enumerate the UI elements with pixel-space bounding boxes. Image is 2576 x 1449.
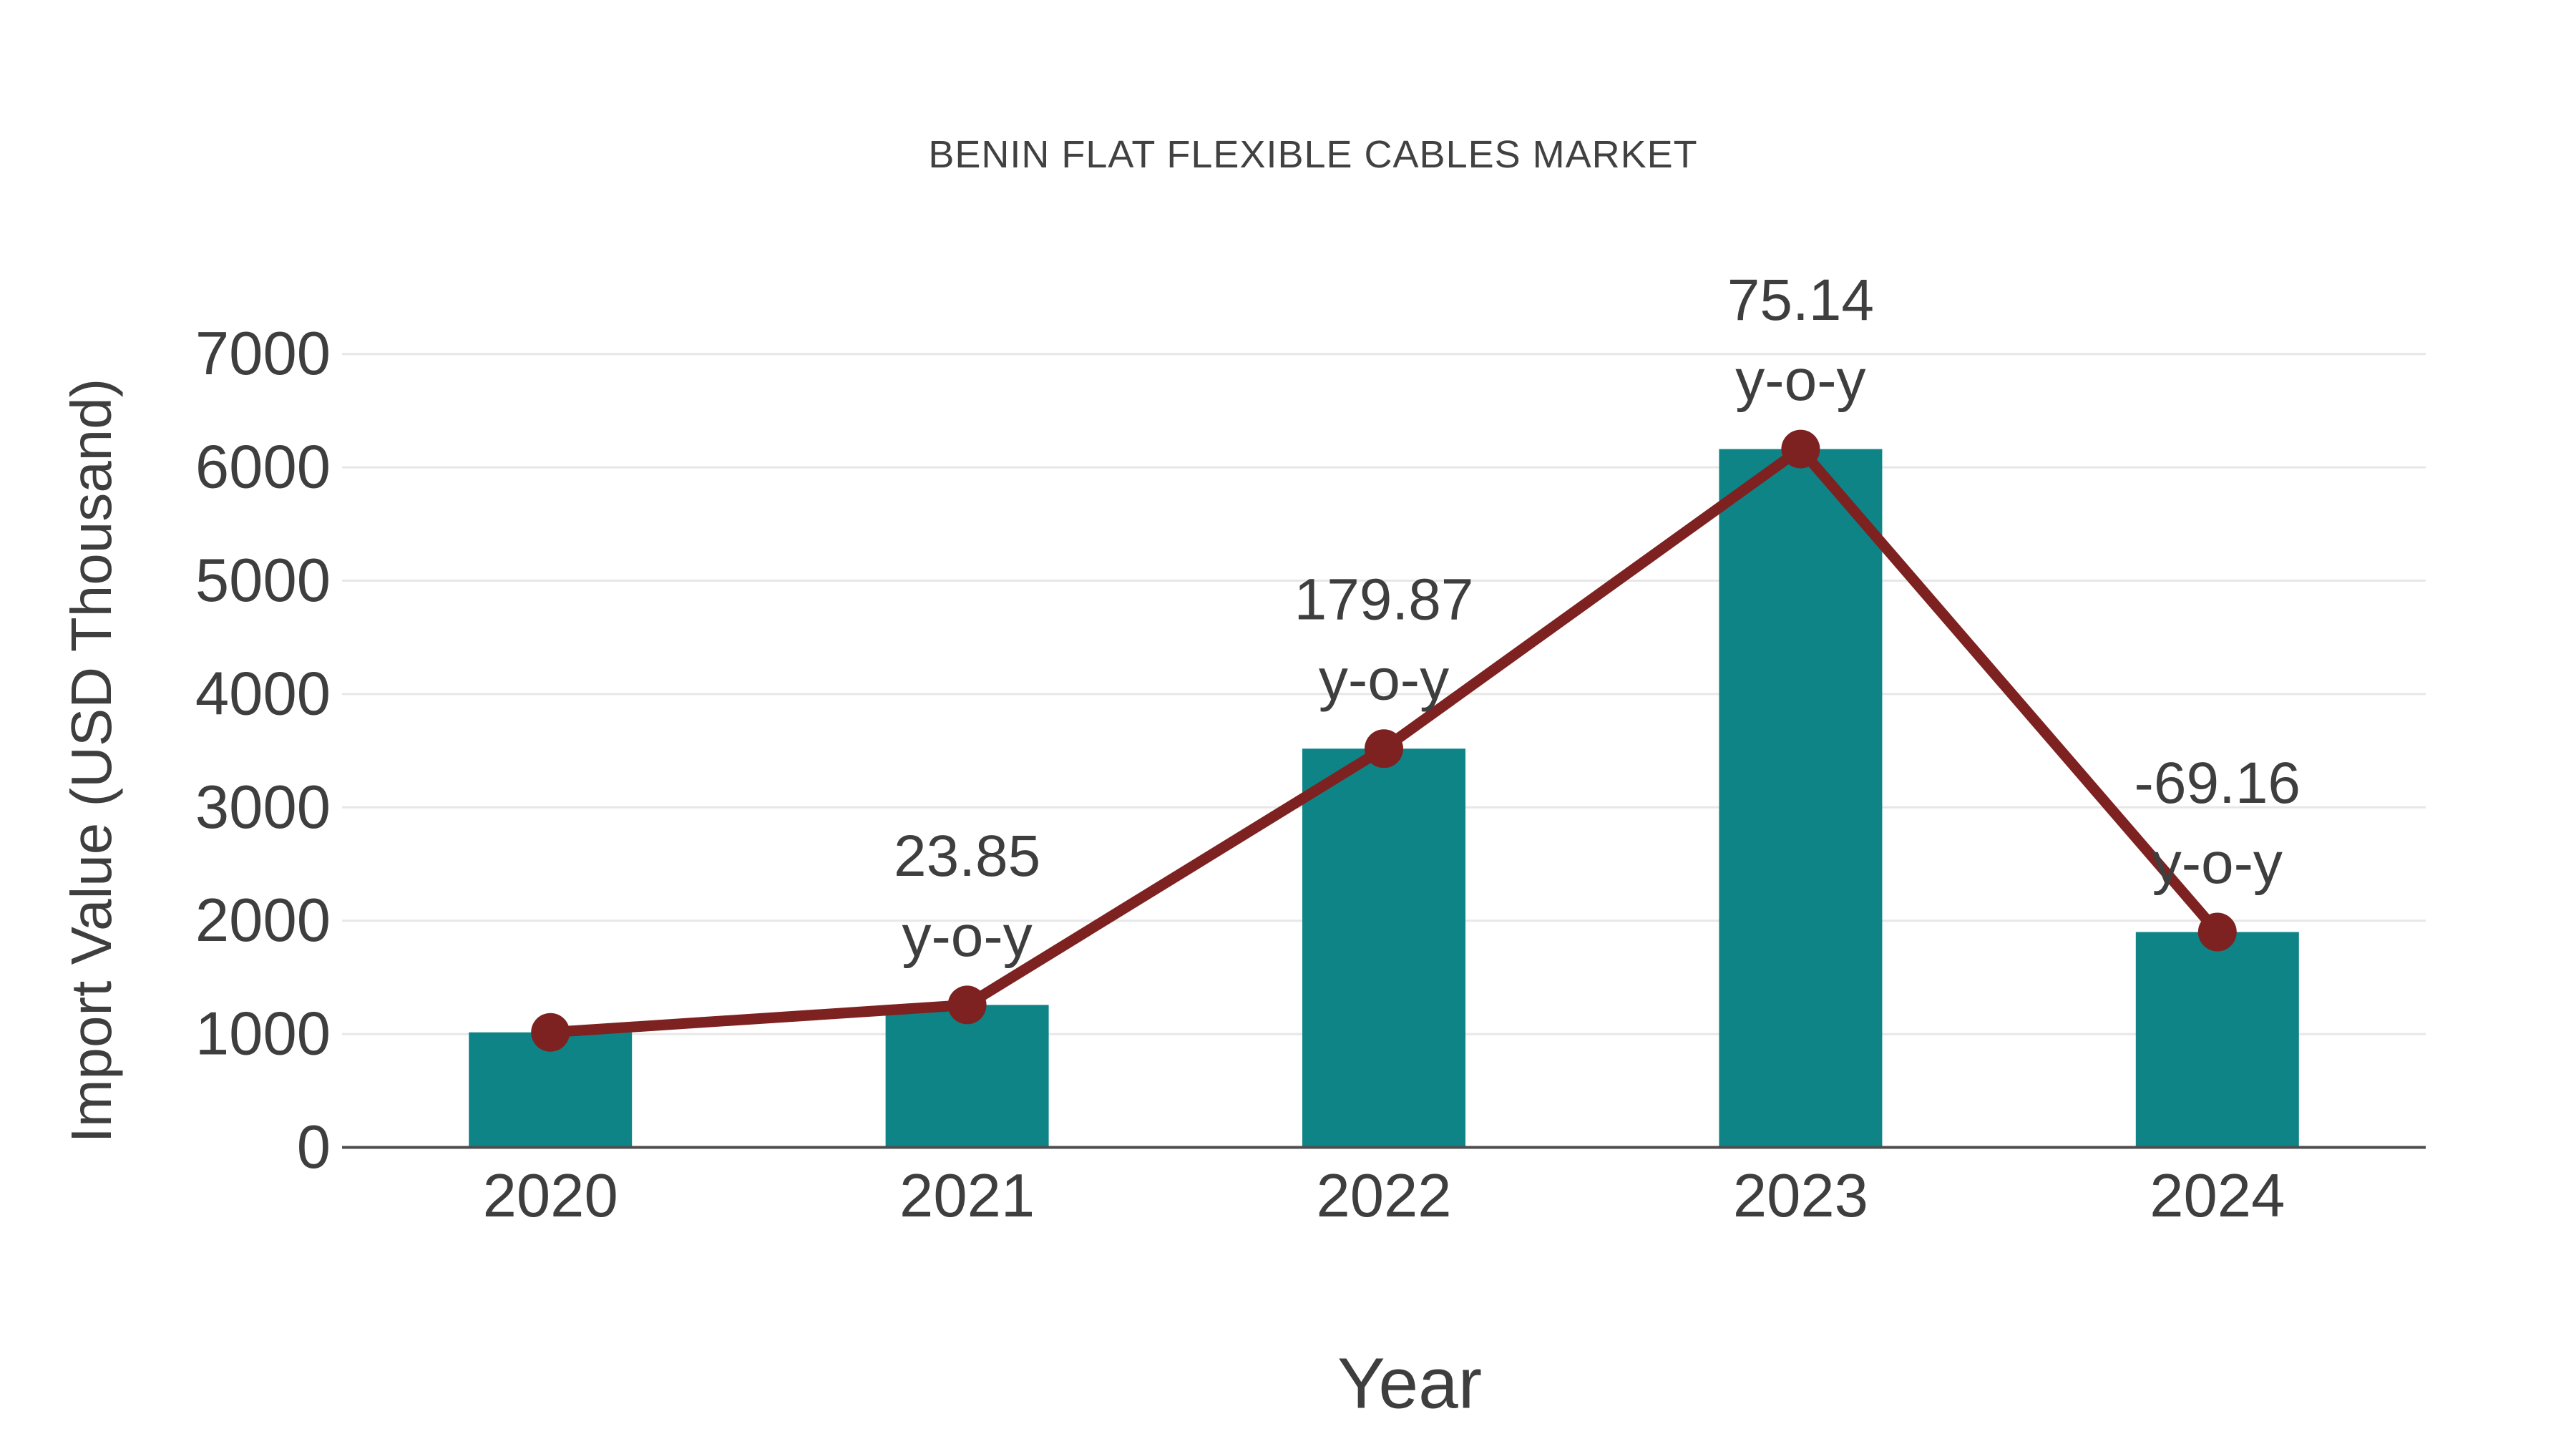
- y-tick-label-6000: 6000: [195, 434, 331, 502]
- y-tick-label-2000: 2000: [195, 887, 331, 955]
- x-tick-label-2022: 2022: [1316, 1162, 1451, 1230]
- point-label-value-2023: 75.14: [1727, 268, 1874, 333]
- yoy-marker-2021: [947, 985, 987, 1025]
- bar-2022: [1302, 748, 1465, 1148]
- chart-title: BENIN FLAT FLEXIBLE CABLES MARKET: [928, 133, 1698, 176]
- point-label-value-2021: 23.85: [894, 824, 1040, 889]
- point-label-value-2024: -69.16: [2135, 751, 2301, 816]
- x-tick-label-2023: 2023: [1733, 1162, 1868, 1230]
- point-label-suffix-2023: y-o-y: [1735, 348, 1865, 413]
- x-axis-title: Year: [1337, 1343, 1483, 1424]
- yoy-marker-2020: [531, 1013, 570, 1052]
- bar-2021: [885, 1005, 1049, 1148]
- y-tick-label-3000: 3000: [195, 774, 331, 841]
- x-tick-label-2024: 2024: [2150, 1162, 2285, 1230]
- y-tick-label-5000: 5000: [195, 547, 331, 615]
- point-label-value-2022: 179.87: [1294, 567, 1474, 633]
- yoy-marker-2022: [1365, 729, 1403, 769]
- x-tick-label-2021: 2021: [899, 1162, 1035, 1230]
- point-label-suffix-2022: y-o-y: [1319, 648, 1449, 713]
- x-tick-label-2020: 2020: [483, 1162, 618, 1230]
- bar-2023: [1719, 449, 1883, 1148]
- y-tick-label-4000: 4000: [195, 660, 331, 728]
- point-label-suffix-2021: y-o-y: [902, 904, 1032, 969]
- y-tick-label-7000: 7000: [195, 320, 331, 388]
- bar-2024: [2135, 932, 2299, 1148]
- y-tick-label-0: 0: [297, 1113, 331, 1181]
- yoy-marker-2023: [1781, 429, 1820, 469]
- y-tick-label-1000: 1000: [195, 1000, 331, 1068]
- yoy-marker-2024: [2197, 912, 2237, 952]
- y-axis-title: Import Value (USD Thousand): [59, 378, 123, 1143]
- point-label-suffix-2024: y-o-y: [2152, 831, 2283, 896]
